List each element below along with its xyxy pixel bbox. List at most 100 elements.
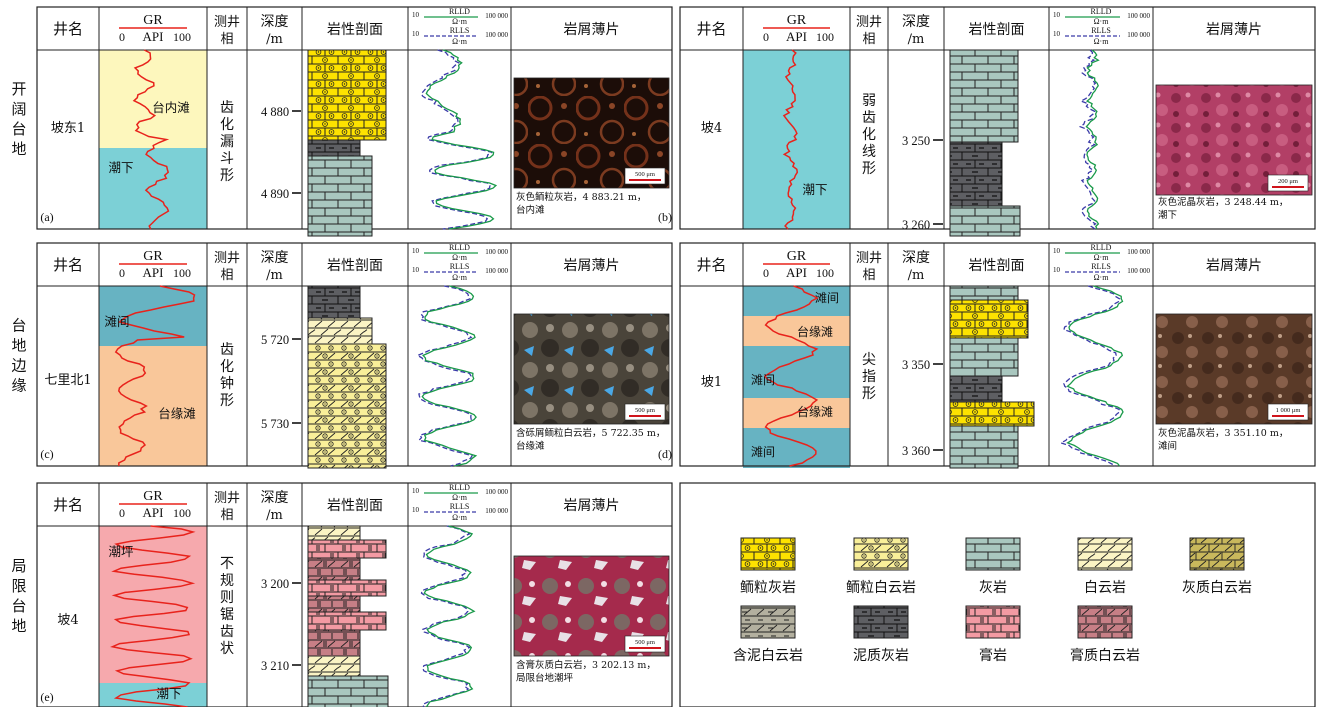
header-gr: GR — [143, 249, 163, 264]
zone-label: 滩间 — [751, 445, 775, 459]
res-min: 10 — [412, 506, 420, 514]
facies-char: 齿 — [220, 100, 234, 116]
gr-curve — [782, 49, 799, 230]
legend-label: 鲕粒灰岩 — [740, 580, 796, 596]
gr-max: 100 — [173, 30, 191, 44]
zone-bg — [99, 148, 207, 229]
lithology-texture — [950, 402, 1034, 426]
gr-unit: API — [786, 29, 807, 44]
res-max: 100 000 — [1127, 31, 1150, 39]
lithology-texture — [308, 612, 386, 630]
header-lithology: 岩性剖面 — [327, 498, 383, 514]
lithology-texture — [308, 140, 360, 156]
panel-e: 井名 GR 0 API 100 测井相 深度/m 岩性剖面 10 RLLD 100 000 Ω·m 10… — [36, 482, 673, 707]
facies-char: 尖 — [862, 352, 876, 368]
thin-section-caption: 灰色鲕粒灰岩，4 883.21 m， — [516, 191, 646, 203]
res-min: 10 — [1053, 266, 1061, 274]
header-depth-unit: /m — [908, 32, 925, 47]
lithology-texture — [966, 606, 1020, 638]
header-rlls: RLLS — [1091, 26, 1111, 35]
row-label-char: 地 — [11, 337, 26, 355]
facies-char: 不 — [220, 556, 234, 572]
legend-label: 灰质白云岩 — [1182, 580, 1252, 596]
header-lithology: 岩性剖面 — [969, 258, 1025, 274]
res-unit: Ω·m — [452, 513, 468, 522]
res-unit: Ω·m — [452, 253, 468, 262]
header-facies: 相 — [862, 268, 875, 283]
lithology-texture — [950, 426, 1018, 468]
panel-b: 井名 GR 0 API 100 测井相 深度/m 岩性剖面 10 RLLD 100 000 Ω·m 10… — [658, 6, 1316, 237]
lithology-texture — [308, 540, 386, 558]
res-min: 10 — [412, 247, 420, 255]
gr-unit: API — [143, 265, 164, 280]
legend-label: 鲕粒白云岩 — [846, 580, 916, 596]
lithology-texture — [950, 338, 1018, 376]
header-depth: 深度 — [902, 14, 930, 30]
facies-char: 规 — [220, 573, 234, 589]
rlld-curve — [1066, 285, 1124, 467]
scale-bar-label: 500 μm — [635, 407, 655, 414]
facies-char: 齿 — [862, 110, 876, 126]
panel-label: (a) — [40, 210, 53, 224]
header-thin-section: 岩屑薄片 — [1206, 258, 1262, 274]
facies-char: 指 — [862, 369, 876, 385]
rlld-curve — [1085, 49, 1100, 230]
depth-tick-label: 5 730 — [261, 417, 289, 431]
header-rlls: RLLS — [450, 262, 470, 271]
scale-bar-label: 200 μm — [1278, 178, 1298, 185]
header-facies: 测井 — [214, 251, 240, 266]
header-facies: 测井 — [214, 15, 240, 30]
res-max: 100 000 — [485, 488, 508, 496]
row-label-char: 台 — [11, 317, 26, 335]
lithology-texture — [741, 606, 795, 638]
header-lithology: 岩性剖面 — [327, 258, 383, 274]
legend-label: 含泥白云岩 — [733, 648, 803, 664]
res-min: 10 — [1053, 247, 1061, 255]
well-name: 七里北1 — [44, 373, 91, 388]
gr-unit: API — [143, 505, 164, 520]
rlld-curve — [421, 285, 478, 467]
row-label-char: 限 — [11, 577, 26, 595]
panel-label: (e) — [40, 690, 53, 704]
header-thin-section: 岩屑薄片 — [564, 22, 620, 38]
scale-bar-label: 500 μm — [635, 639, 655, 646]
row-label-char: 地 — [11, 617, 26, 635]
gr-curve — [110, 525, 196, 707]
legend-label: 白云岩 — [1084, 580, 1126, 596]
rlls-curve — [416, 285, 474, 467]
facies-char: 齿 — [220, 342, 234, 358]
res-unit: Ω·m — [1094, 273, 1110, 282]
header-depth: 深度 — [261, 490, 289, 506]
header-depth: 深度 — [902, 250, 930, 266]
facies-char: 弱 — [862, 93, 876, 109]
header-facies: 测井 — [856, 15, 882, 30]
res-max: 100 000 — [485, 248, 508, 256]
thin-section-caption: 灰色泥晶灰岩，3 248.44 m， — [1158, 196, 1288, 208]
gr-min: 0 — [763, 30, 769, 44]
gr-unit: API — [143, 29, 164, 44]
zone-bg — [743, 286, 850, 316]
row-label-char: 缘 — [11, 377, 26, 395]
lithology-texture — [308, 344, 386, 468]
gr-max: 100 — [173, 506, 191, 520]
gr-curve — [763, 285, 819, 467]
header-depth-unit: /m — [266, 268, 283, 283]
header-facies: 测井 — [856, 251, 882, 266]
header-well: 井名 — [53, 496, 83, 514]
header-gr: GR — [143, 489, 163, 504]
header-thin-section: 岩屑薄片 — [564, 258, 620, 274]
facies-char: 化 — [220, 117, 234, 133]
header-facies: 相 — [220, 32, 233, 47]
row-label-char: 地 — [11, 140, 26, 158]
lithology-texture — [950, 376, 1002, 402]
well-name: 坡1 — [701, 375, 722, 390]
header-rlls: RLLS — [1091, 262, 1111, 271]
lithology-texture — [1078, 606, 1132, 638]
gr-min: 0 — [119, 506, 125, 520]
panel-a: 井名 GR 0 API 100 测井相 深度/m 岩性剖面 10 RLLD 100 000 Ω·m 10… — [36, 6, 673, 237]
row-label-char: 边 — [11, 357, 26, 375]
row-label-char: 阔 — [11, 100, 26, 118]
header-depth-unit: /m — [908, 268, 925, 283]
panel-label: (b) — [658, 210, 672, 224]
